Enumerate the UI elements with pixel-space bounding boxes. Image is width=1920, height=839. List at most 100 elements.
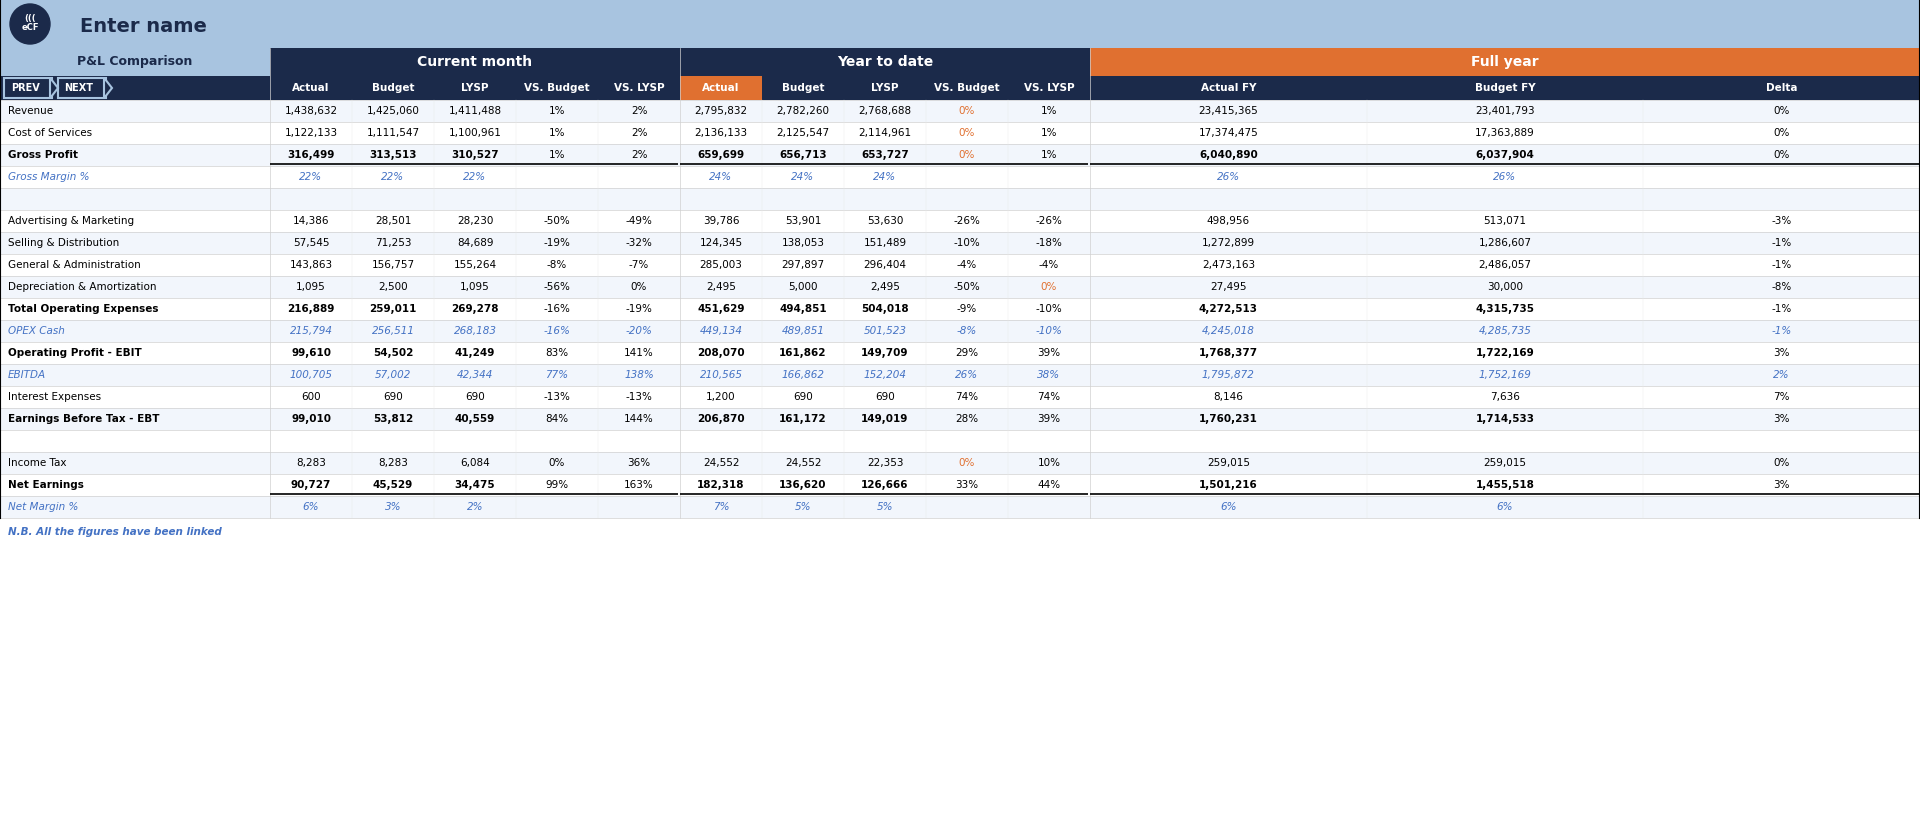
Text: 600: 600 [301, 392, 321, 402]
Text: 653,727: 653,727 [862, 150, 908, 160]
Text: N.B. All the figures have been linked: N.B. All the figures have been linked [8, 527, 221, 537]
Text: 141%: 141% [624, 348, 655, 358]
Text: 39%: 39% [1037, 414, 1060, 424]
Text: 498,956: 498,956 [1208, 216, 1250, 226]
Text: 1,752,169: 1,752,169 [1478, 370, 1532, 380]
Text: 74%: 74% [1037, 392, 1060, 402]
Text: Actual: Actual [292, 83, 330, 93]
Text: Net Earnings: Net Earnings [8, 480, 84, 490]
Text: 2,495: 2,495 [707, 282, 735, 292]
Text: 1%: 1% [549, 106, 564, 116]
Text: -18%: -18% [1035, 238, 1062, 248]
Text: -20%: -20% [626, 326, 653, 336]
Text: Current month: Current month [417, 55, 532, 69]
Text: eCF: eCF [21, 23, 38, 33]
Text: 57,545: 57,545 [292, 238, 328, 248]
Bar [1091, 48, 1920, 76]
Text: 163%: 163% [624, 480, 655, 490]
Text: 182,318: 182,318 [697, 480, 745, 490]
Text: 24,552: 24,552 [785, 458, 822, 468]
Text: 0%: 0% [632, 282, 647, 292]
Text: 0%: 0% [1041, 282, 1058, 292]
Text: 155,264: 155,264 [453, 260, 497, 270]
Bar [0, 496, 1920, 518]
Text: 0%: 0% [958, 150, 975, 160]
Text: 161,862: 161,862 [780, 348, 828, 358]
Text: 5%: 5% [877, 502, 893, 512]
Text: -19%: -19% [543, 238, 570, 248]
Text: 4,272,513: 4,272,513 [1198, 304, 1258, 314]
Bar [0, 48, 1920, 76]
Text: 2,495: 2,495 [870, 282, 900, 292]
Text: -16%: -16% [543, 326, 570, 336]
Text: 259,015: 259,015 [1484, 458, 1526, 468]
Text: Actual: Actual [703, 83, 739, 93]
Text: 1%: 1% [1041, 128, 1058, 138]
Bar [0, 144, 1920, 166]
Text: 17,363,889: 17,363,889 [1475, 128, 1534, 138]
Text: LYSP: LYSP [872, 83, 899, 93]
Text: 33%: 33% [956, 480, 979, 490]
Text: 0%: 0% [958, 458, 975, 468]
Bar [680, 76, 762, 100]
Text: VS. LYSP: VS. LYSP [614, 83, 664, 93]
Text: 74%: 74% [956, 392, 979, 402]
Text: Gross Profit: Gross Profit [8, 150, 79, 160]
Text: 26%: 26% [1217, 172, 1240, 182]
Text: OPEX Cash: OPEX Cash [8, 326, 65, 336]
Text: 124,345: 124,345 [699, 238, 743, 248]
Text: 17,374,475: 17,374,475 [1198, 128, 1258, 138]
Text: -1%: -1% [1772, 326, 1791, 336]
Text: 84%: 84% [545, 414, 568, 424]
Text: 313,513: 313,513 [369, 150, 417, 160]
Bar [0, 320, 1920, 342]
Text: 1,438,632: 1,438,632 [284, 106, 338, 116]
Text: 39%: 39% [1037, 348, 1060, 358]
Text: 269,278: 269,278 [451, 304, 499, 314]
Text: Advertising & Marketing: Advertising & Marketing [8, 216, 134, 226]
Text: Budget: Budget [781, 83, 824, 93]
Bar [0, 452, 1920, 474]
Text: 268,183: 268,183 [453, 326, 497, 336]
Text: 149,709: 149,709 [862, 348, 908, 358]
Text: 7%: 7% [1774, 392, 1789, 402]
Text: 6%: 6% [1219, 502, 1236, 512]
Text: (((: ((( [25, 13, 36, 23]
Text: 2,125,547: 2,125,547 [776, 128, 829, 138]
Text: -32%: -32% [626, 238, 653, 248]
Text: Gross Margin %: Gross Margin % [8, 172, 90, 182]
Text: Total Operating Expenses: Total Operating Expenses [8, 304, 159, 314]
Text: 1,272,899: 1,272,899 [1202, 238, 1256, 248]
Text: 53,812: 53,812 [372, 414, 413, 424]
Text: -1%: -1% [1772, 238, 1791, 248]
Text: 1%: 1% [1041, 106, 1058, 116]
Text: -50%: -50% [543, 216, 570, 226]
Text: 2%: 2% [1774, 370, 1789, 380]
Text: 6,040,890: 6,040,890 [1198, 150, 1258, 160]
Text: -8%: -8% [547, 260, 566, 270]
Text: 208,070: 208,070 [697, 348, 745, 358]
Text: 57,002: 57,002 [374, 370, 411, 380]
Text: 7,636: 7,636 [1490, 392, 1521, 402]
Text: 1,722,169: 1,722,169 [1476, 348, 1534, 358]
Text: 8,283: 8,283 [296, 458, 326, 468]
FancyArrow shape [50, 79, 58, 97]
Text: 151,489: 151,489 [864, 238, 906, 248]
Text: 4,285,735: 4,285,735 [1478, 326, 1532, 336]
Text: 6%: 6% [303, 502, 319, 512]
Text: NEXT: NEXT [65, 83, 94, 93]
Text: 24%: 24% [708, 172, 733, 182]
Text: 1,714,533: 1,714,533 [1475, 414, 1534, 424]
Text: 1,122,133: 1,122,133 [284, 128, 338, 138]
Text: 44%: 44% [1037, 480, 1060, 490]
Text: 136,620: 136,620 [780, 480, 828, 490]
Text: 83%: 83% [545, 348, 568, 358]
Text: 296,404: 296,404 [864, 260, 906, 270]
Text: 156,757: 156,757 [371, 260, 415, 270]
Text: 22%: 22% [382, 172, 405, 182]
Text: 6,037,904: 6,037,904 [1476, 150, 1534, 160]
Text: 28%: 28% [956, 414, 979, 424]
Text: 285,003: 285,003 [699, 260, 743, 270]
Text: -49%: -49% [626, 216, 653, 226]
Text: 0%: 0% [1774, 150, 1789, 160]
